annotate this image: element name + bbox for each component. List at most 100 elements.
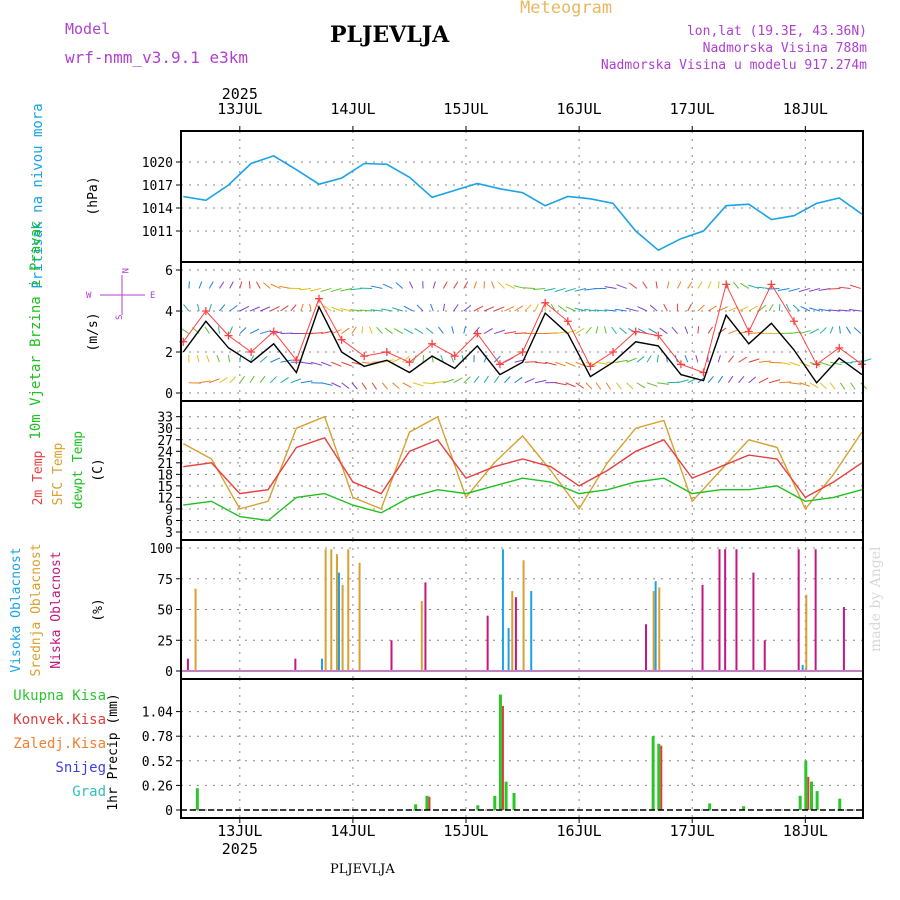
wind-arrow-28 (473, 375, 480, 384)
ytick-label-1-1: 2 (165, 346, 173, 361)
wind-arrow-294 (453, 281, 459, 289)
wind-arrow-60 (799, 382, 811, 387)
compass-s: S (115, 315, 125, 320)
wind-arrow-280 (299, 287, 312, 291)
cloud-low-bar-2 (390, 640, 393, 671)
panel-frame-4 (180, 678, 864, 819)
cloud-mid-bar-12 (805, 594, 808, 671)
wind-arrow-62 (819, 382, 827, 390)
wind-arrow-18 (371, 382, 377, 390)
wind-arrow-282 (320, 287, 332, 293)
wind-arrow-27 (463, 376, 471, 384)
wind-arrow-129 (819, 361, 831, 367)
wind-arrow-51 (707, 376, 714, 384)
wind-arrow-204 (219, 304, 226, 312)
cloud-low-bar-4 (486, 615, 489, 671)
wind-arrow-8 (269, 376, 277, 384)
wind-arrow-328 (788, 287, 800, 292)
bottom-day-label-0: 13JUL (217, 822, 262, 840)
top-year-label: 2025 (222, 85, 258, 103)
wind-arrow-266 (838, 309, 851, 312)
wind-arrow-84 (361, 361, 374, 365)
wind-arrow-308 (584, 287, 597, 291)
wind-arrow-59 (789, 382, 802, 385)
wind-arrow-258 (768, 303, 774, 312)
ytick-label-2-0: 3 (165, 526, 173, 541)
wind-arrow-52 (717, 375, 724, 384)
cloud-mid-bar-10 (652, 591, 655, 671)
ytick-label-0-0: 1011 (142, 225, 173, 240)
wind-arrow-132 (850, 360, 863, 363)
cloud-low-bar-1 (294, 658, 297, 671)
wind-arrow-5 (239, 375, 246, 384)
wind-arrow-287 (370, 285, 383, 289)
wind-arrow-211 (290, 304, 297, 312)
wind-arrow-13 (321, 382, 333, 386)
wind-arrow-182 (671, 326, 678, 334)
wind-arrow-151 (361, 326, 364, 334)
wind-arrow-19 (381, 382, 388, 390)
wind-arrow-277 (270, 283, 281, 289)
wind-arrow-1 (199, 380, 211, 384)
wind-arrow-292 (432, 281, 436, 289)
cloud-low-bar-14 (814, 549, 817, 671)
ytick-label-4-3: 0.78 (142, 730, 173, 745)
wind-arrow-278 (279, 285, 291, 289)
wind-arrow-16 (351, 382, 358, 390)
station-title: PLJEVLJA (330, 22, 450, 48)
wind-arrow-198 (838, 326, 841, 334)
precip-total-bar-0 (195, 788, 199, 810)
wind-arrow-304 (543, 287, 556, 292)
wind-arrow-15 (341, 382, 350, 389)
wind-arrow-68 (196, 355, 200, 363)
wind-arrow-184 (697, 326, 700, 334)
bottom-year-label: 2025 (222, 840, 258, 858)
wind-arrow-97 (493, 355, 501, 363)
wind-arrow-203 (208, 303, 212, 312)
wind-gust-mark-17 (563, 317, 572, 326)
wind-arrow-79 (310, 361, 323, 366)
wind-arrow-101 (534, 361, 547, 365)
model-label: Model (65, 20, 111, 38)
wind-arrow-54 (738, 375, 745, 384)
wind-arrow-53 (727, 375, 734, 384)
wind-arrow-216 (331, 306, 342, 312)
wind-arrow-10 (290, 378, 302, 384)
wind-arrow-159 (438, 326, 444, 334)
ytick-label-2-7: 24 (157, 445, 173, 460)
wind-arrow-213 (309, 303, 312, 312)
wind-arrow-25 (443, 378, 455, 384)
wind-arrow-246 (637, 306, 648, 312)
wind-arrow-281 (309, 287, 322, 292)
wind-arrow-14 (331, 382, 342, 388)
wind-arrow-234 (524, 304, 532, 312)
compass-n: N (119, 268, 129, 273)
wind-arrow-202 (197, 303, 200, 312)
wind-arrow-165 (504, 331, 517, 335)
precip-total-bar-12 (798, 795, 802, 810)
wind-arrow-295 (463, 281, 469, 289)
wind-arrow-302 (523, 287, 536, 289)
wind-arrow-121 (738, 356, 748, 363)
wind-arrow-24 (433, 380, 446, 384)
wind-arrow-250 (687, 303, 692, 312)
precip-legend-2: Zaledj.Kisa (13, 736, 106, 752)
bottom-day-label-2: 15JUL (443, 822, 488, 840)
pressure-unit: (hPa) (86, 176, 101, 215)
ytick-label-2-10: 33 (157, 411, 173, 426)
wind-arrow-288 (382, 283, 393, 289)
precip-total-bar-3 (476, 805, 480, 810)
lonlat-label: lon,lat (19.3E, 43.36N) (686, 24, 867, 39)
top-day-label-2: 15JUL (443, 100, 488, 118)
bottom-day-label-3: 16JUL (557, 822, 602, 840)
wind-arrow-240 (574, 307, 587, 312)
wind-arrow-100 (524, 361, 537, 363)
sfc-temp-line (182, 415, 863, 511)
wind-arrow-64 (839, 382, 846, 390)
panel-frame-3 (180, 539, 864, 680)
wind-arrow-36 (555, 382, 567, 386)
wind-arrow-199 (845, 326, 851, 334)
bottom-day-label-1: 14JUL (330, 822, 375, 840)
cloud-high-bar-2 (501, 549, 504, 671)
